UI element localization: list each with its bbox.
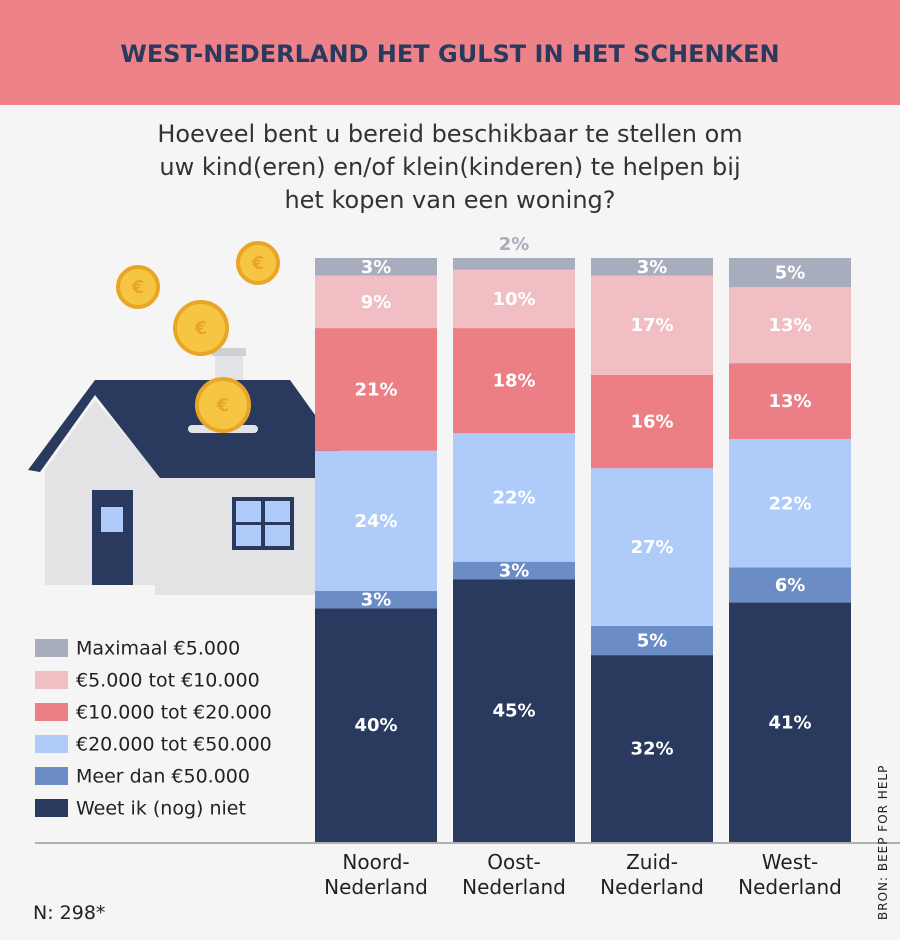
value-label: 2%: [499, 234, 530, 255]
x-tick-label: Zuid- Nederland: [600, 850, 704, 899]
source: BRON: BEEP FOR HELP: [876, 764, 890, 920]
value-label: 41%: [768, 712, 811, 733]
bar-segment: [729, 287, 851, 364]
value-label: 45%: [492, 701, 535, 722]
value-label: 6%: [775, 575, 806, 596]
svg-text:€: €: [131, 277, 145, 298]
bar-segment: [729, 602, 851, 842]
bar-segment: [729, 258, 851, 288]
legend-swatch: [35, 671, 68, 689]
value-label: 5%: [775, 263, 806, 284]
value-label: 5%: [637, 631, 668, 652]
value-label: 22%: [492, 487, 535, 508]
bar-segment: [729, 567, 851, 603]
value-label: 22%: [768, 493, 811, 514]
footnote: N: 298*: [33, 902, 106, 924]
value-label: 40%: [354, 715, 397, 736]
value-label: 16%: [630, 412, 673, 433]
legend-label: Meer dan €50.000: [76, 766, 250, 788]
bar-segment: [315, 275, 437, 329]
bar-segment: [453, 561, 575, 580]
x-tick-label: Noord- Nederland: [324, 850, 428, 899]
bar-segment: [453, 433, 575, 562]
x-tick-label: West- Nederland: [738, 850, 842, 899]
value-label: 13%: [768, 391, 811, 412]
legend-swatch: [35, 767, 68, 785]
bar-segment: [315, 450, 437, 591]
subtitle: Hoeveel bent u bereid beschikbaar te ste…: [157, 120, 743, 214]
bar-segment: [591, 275, 713, 375]
bar-segment: [453, 269, 575, 329]
bar-segment: [453, 328, 575, 434]
chart-title: WEST-NEDERLAND HET GULST IN HET SCHENKEN: [120, 40, 779, 68]
value-label: 17%: [630, 315, 673, 336]
value-label: 3%: [499, 560, 530, 581]
value-label: 3%: [637, 257, 668, 278]
bar-segment: [591, 258, 713, 276]
header-band: [0, 0, 900, 105]
bar-segment: [315, 258, 437, 276]
bar-segment: [729, 363, 851, 440]
svg-text:€: €: [251, 253, 265, 274]
legend-label: €10.000 tot €20.000: [76, 702, 272, 724]
legend-label: €5.000 tot €10.000: [76, 670, 260, 692]
legend-swatch: [35, 799, 68, 817]
value-label: 9%: [361, 292, 392, 313]
bar-segment: [591, 655, 713, 842]
legend-label: Weet ik (nog) niet: [76, 798, 246, 820]
value-label: 18%: [492, 371, 535, 392]
house-illustration: € € € €: [28, 241, 358, 595]
legend-label: €20.000 tot €50.000: [76, 734, 272, 756]
bar-segment: [729, 439, 851, 568]
bar-segment: [453, 579, 575, 842]
bar-segment: [453, 258, 575, 270]
bar-segment: [315, 608, 437, 842]
value-label: 21%: [354, 379, 397, 400]
bar-segment: [591, 374, 713, 469]
value-label: 13%: [768, 315, 811, 336]
value-label: 10%: [492, 289, 535, 310]
bar-segment: [591, 468, 713, 626]
svg-text:€: €: [194, 318, 208, 339]
bar-segment: [315, 590, 437, 609]
value-label: 32%: [630, 739, 673, 760]
value-label: 3%: [361, 590, 392, 611]
legend-swatch: [35, 735, 68, 753]
bar-segment: [591, 625, 713, 656]
bar-segment: [315, 328, 437, 451]
value-label: 3%: [361, 257, 392, 278]
value-label: 27%: [630, 537, 673, 558]
legend-swatch: [35, 639, 68, 657]
legend-label: Maximaal €5.000: [76, 638, 240, 660]
value-label: 24%: [354, 511, 397, 532]
legend-swatch: [35, 703, 68, 721]
x-tick-label: Oost- Nederland: [462, 850, 566, 899]
svg-text:€: €: [216, 395, 230, 416]
